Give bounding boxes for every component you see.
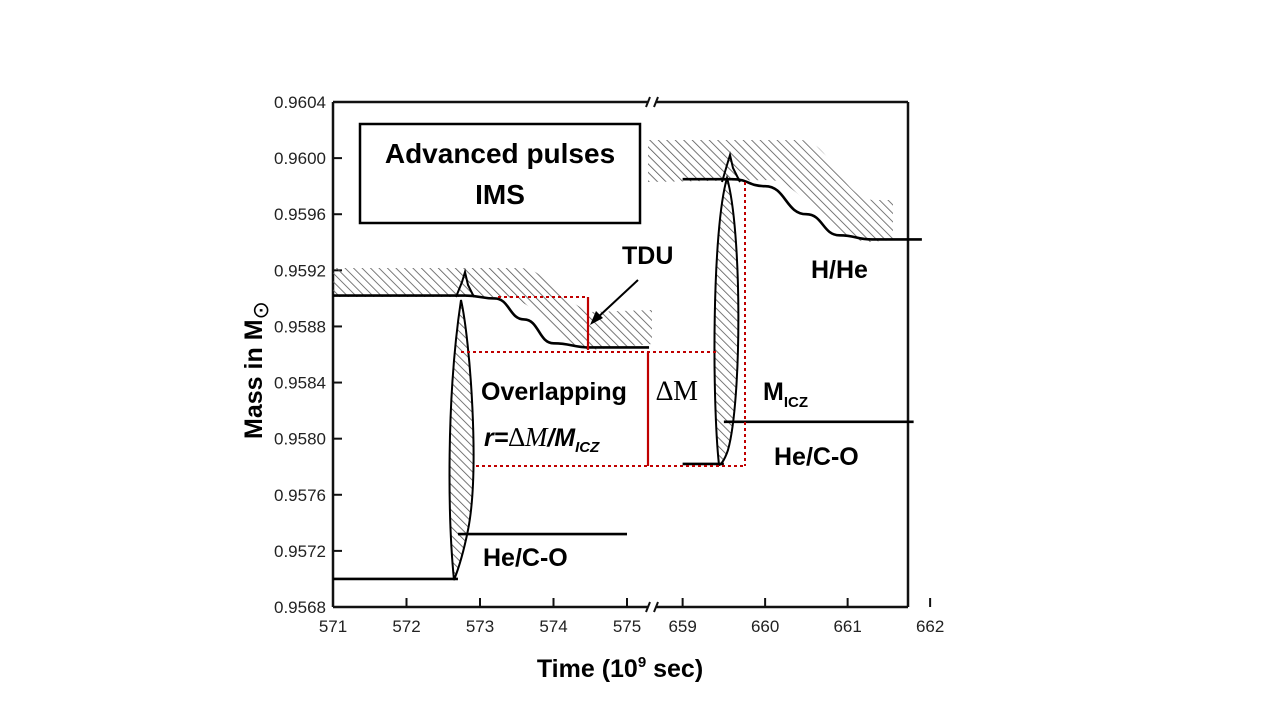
flash-peak-2 xyxy=(721,151,741,183)
y-tick-label: 0.9588 xyxy=(274,317,326,336)
x-tick-label: 571 xyxy=(319,617,347,636)
series-group xyxy=(333,177,922,581)
x-axis-title: Time (109 sec) xyxy=(537,654,703,683)
series-line-3 xyxy=(333,420,914,581)
he-co-label-right: He/C-O xyxy=(774,443,859,471)
shell-regions xyxy=(333,140,893,581)
x-tick-label: 573 xyxy=(466,617,494,636)
ratio-prefix: r= xyxy=(484,424,509,452)
title-box: Advanced pulses IMS xyxy=(358,122,642,225)
ratio-slash: /M xyxy=(546,424,576,452)
x-tick-label: 575 xyxy=(613,617,641,636)
ratio-delta: ∆M xyxy=(508,422,549,452)
h-shell-region-pulse-1 xyxy=(333,268,652,350)
m-icz-subscript: ICZ xyxy=(784,394,808,411)
ratio-subscript: ICZ xyxy=(575,439,600,456)
y-tick-label: 0.9604 xyxy=(274,93,326,112)
y-tick-label: 0.9580 xyxy=(274,430,326,449)
x-axis-title-sup: 9 xyxy=(638,654,646,671)
flash-peak-1 xyxy=(455,268,475,298)
x-tick-label: 661 xyxy=(833,617,861,636)
x-tick-label: 572 xyxy=(392,617,420,636)
series-line-2 xyxy=(682,177,922,241)
intershell-convective-zone-1 xyxy=(448,299,475,581)
x-tick-group: 571 572 573 574 575 659 660 661 662 xyxy=(319,598,944,636)
h-shell-region-pulse-2 xyxy=(648,140,893,242)
y-axis-title-main: Mass in M xyxy=(240,319,268,438)
x-tick-label: 660 xyxy=(751,617,779,636)
tdu-label: TDU xyxy=(622,242,673,270)
y-axis-title-symbol: ⊙ xyxy=(249,301,274,319)
x-tick-label: 662 xyxy=(916,617,944,636)
y-tick-label: 0.9584 xyxy=(274,374,326,393)
y-tick-label: 0.9576 xyxy=(274,486,326,505)
axis-break-bottom xyxy=(645,601,659,613)
series-line-1 xyxy=(333,294,650,349)
title-line-2: IMS xyxy=(475,179,525,210)
tdu-arrow xyxy=(590,279,639,325)
y-axis-title: Mass in M⊙ xyxy=(240,301,274,439)
y-tick-label: 0.9572 xyxy=(274,542,326,561)
title-box-border xyxy=(358,122,642,225)
y-tick-label: 0.9600 xyxy=(274,149,326,168)
plot-frame xyxy=(331,96,910,613)
y-tick-label: 0.9596 xyxy=(274,205,326,224)
ratio-formula: r=∆M/MICZ xyxy=(484,422,600,456)
y-tick-group: 0.9604 0.9600 0.9596 0.9592 0.9588 0.9584 0.95… xyxy=(274,93,342,617)
y-tick-label: 0.9568 xyxy=(274,598,326,617)
y-tick-label: 0.9592 xyxy=(274,261,326,280)
guide-lines xyxy=(461,182,746,467)
x-tick-label: 659 xyxy=(668,617,696,636)
delta-m-label: ∆M xyxy=(656,376,698,407)
x-axis-title-main: Time (10 xyxy=(537,655,638,683)
x-axis-title-end: sec) xyxy=(646,655,703,683)
m-icz-label: MICZ xyxy=(763,378,808,411)
x-tick-label: 574 xyxy=(539,617,567,636)
he-co-label-left: He/C-O xyxy=(483,544,568,572)
h-he-label: H/He xyxy=(811,256,868,284)
title-line-1: Advanced pulses xyxy=(385,138,615,169)
overlapping-label: Overlapping xyxy=(481,378,627,406)
m-icz-main: M xyxy=(763,378,784,406)
axis-break-top xyxy=(645,96,659,108)
